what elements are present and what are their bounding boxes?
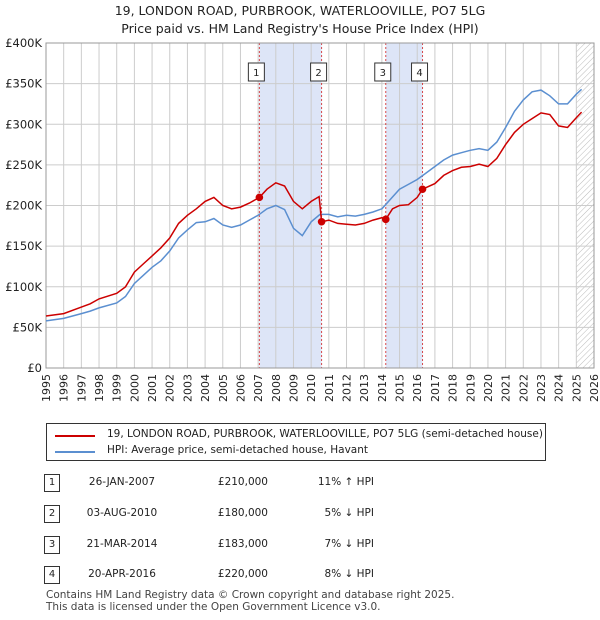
x-tick-label: 2011 <box>323 374 336 402</box>
property-price-line <box>45 111 583 317</box>
sale-date: 26-JAN-2007 <box>88 476 156 488</box>
y-tick-label: £400K <box>5 36 42 50</box>
x-tick-label: 2001 <box>146 374 159 402</box>
sale-price: £220,000 <box>217 568 268 580</box>
sale-marker-dot <box>255 193 264 202</box>
y-tick-label: £200K <box>5 199 42 213</box>
footer-licence: This data is licensed under the Open Gov… <box>46 601 381 613</box>
sale-date: 20-APR-2016 <box>88 568 156 580</box>
x-tick-label: 2021 <box>500 374 513 402</box>
y-tick-label: £350K <box>5 77 42 91</box>
sale-date: 21-MAR-2014 <box>86 538 158 550</box>
sale-price: £180,000 <box>217 507 268 519</box>
x-tick-label: 2000 <box>128 374 141 402</box>
x-tick-label: 2013 <box>358 374 371 402</box>
price-chart: 1 2 3 4 £0 £50K £100K £150K £200K £250K £300K £350K… <box>5 36 600 402</box>
sale-marker-label: 3 <box>380 68 386 79</box>
y-tick-label: £100K <box>5 280 42 294</box>
chart-subtitle: Price paid vs. HM Land Registry's House … <box>121 21 479 36</box>
x-tick-label: 2010 <box>305 374 318 402</box>
sale-marker-dot <box>317 217 326 226</box>
x-tick-label: 2018 <box>447 374 460 402</box>
sale-number-badge: 4 <box>44 566 60 584</box>
sale-number-badge: 3 <box>44 536 60 554</box>
x-tick-label: 1995 <box>40 374 53 402</box>
x-tick-label: 2017 <box>429 374 442 402</box>
sale-marker-box <box>374 62 392 82</box>
x-tick-label: 2005 <box>217 374 230 402</box>
legend-label-property: 19, LONDON ROAD, PURBROOK, WATERLOOVILLE… <box>107 428 543 440</box>
sale-hpi-diff: 11% ↑ HPI <box>317 476 374 488</box>
y-tick-label: £50K <box>13 320 43 334</box>
x-tick-label: 2020 <box>482 374 495 402</box>
sale-number-badge: 1 <box>44 474 60 492</box>
sale-marker-box <box>411 62 429 82</box>
sale-marker-box <box>310 62 328 82</box>
x-tick-label: 2008 <box>270 374 283 402</box>
chart-legend: 19, LONDON ROAD, PURBROOK, WATERLOOVILLE… <box>46 423 546 461</box>
x-tick-label: 1999 <box>111 374 124 402</box>
x-tick-label: 2016 <box>411 374 424 402</box>
x-tick-label: 2003 <box>181 374 194 402</box>
x-tick-label: 2004 <box>199 374 212 402</box>
x-tick-label: 1996 <box>58 374 71 402</box>
x-tick-label: 2026 <box>588 374 600 402</box>
x-tick-label: 2012 <box>341 374 354 402</box>
sale-hpi-diff: 8% ↓ HPI <box>324 568 374 580</box>
x-tick-label: 1997 <box>75 374 88 402</box>
sale-marker-dot <box>418 185 427 194</box>
x-tick-label: 2014 <box>376 374 389 402</box>
sale-marker-dot <box>381 215 390 224</box>
x-tick-label: 2015 <box>394 374 407 402</box>
sale-marker-label: 1 <box>253 68 259 79</box>
x-tick-label: 2006 <box>234 374 247 402</box>
legend-swatch-property <box>55 435 95 437</box>
sale-price: £210,000 <box>217 476 268 488</box>
plot-frame <box>45 42 595 369</box>
x-tick-label: 1998 <box>93 374 106 402</box>
x-tick-label: 2025 <box>570 374 583 402</box>
sale-marker-label: 2 <box>315 68 321 79</box>
sale-date: 03-AUG-2010 <box>86 507 158 519</box>
legend-swatch-hpi <box>55 451 95 453</box>
y-tick-label: £150K <box>5 239 42 253</box>
sale-price: £183,000 <box>217 538 268 550</box>
hpi-line <box>45 88 583 322</box>
sale-number-badge: 2 <box>44 505 60 523</box>
x-tick-label: 2024 <box>553 374 566 402</box>
footer-copyright: Contains HM Land Registry data © Crown c… <box>46 589 455 601</box>
sale-hpi-diff: 7% ↓ HPI <box>324 538 374 550</box>
y-tick-label: £250K <box>5 158 42 172</box>
x-tick-label: 2009 <box>287 374 300 402</box>
sale-hpi-diff: 5% ↓ HPI <box>324 507 374 519</box>
x-tick-label: 2007 <box>252 374 265 402</box>
y-tick-label: £0 <box>27 361 42 375</box>
sale-marker-label: 4 <box>416 68 422 79</box>
legend-label-hpi: HPI: Average price, semi-detached house,… <box>107 444 368 456</box>
x-tick-label: 2023 <box>535 374 548 402</box>
sale-marker-box <box>247 62 265 82</box>
chart-title: 19, LONDON ROAD, PURBROOK, WATERLOOVILLE… <box>114 3 486 18</box>
x-tick-label: 2022 <box>517 374 530 402</box>
y-tick-label: £300K <box>5 117 42 131</box>
x-tick-label: 2019 <box>464 374 477 402</box>
x-tick-label: 2002 <box>164 374 177 402</box>
